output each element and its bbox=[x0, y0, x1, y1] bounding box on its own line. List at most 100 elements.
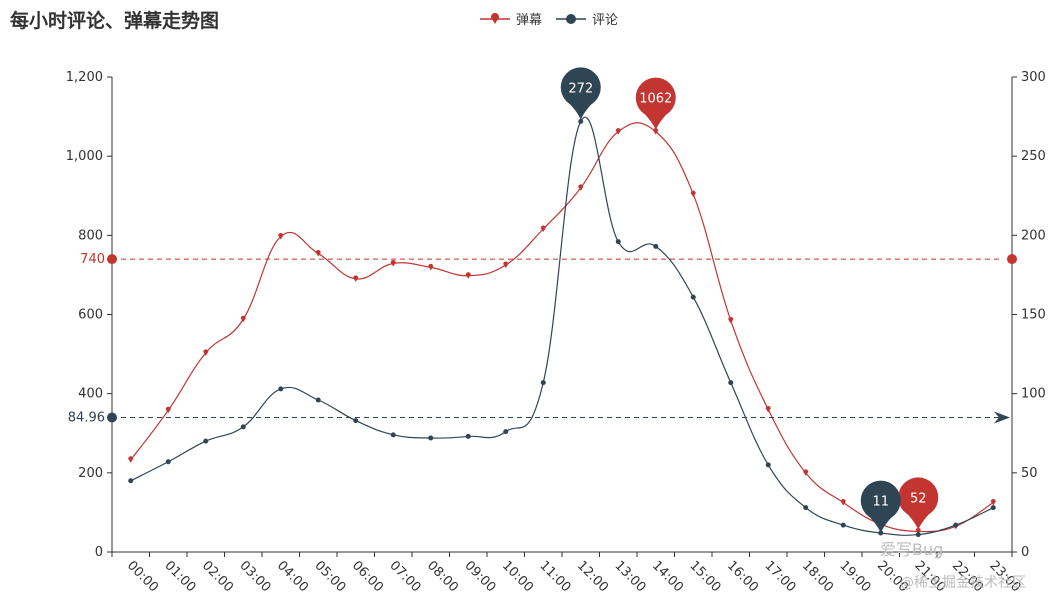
data-point-comment[interactable] bbox=[390, 432, 396, 438]
x-tick-label: 09:00 bbox=[461, 558, 498, 595]
data-point-comment[interactable] bbox=[353, 418, 359, 424]
data-point-danmu[interactable] bbox=[240, 315, 246, 323]
data-point-comment[interactable] bbox=[465, 433, 471, 439]
x-tick-label: 07:00 bbox=[386, 558, 423, 595]
x-tick-label: 02:00 bbox=[199, 558, 236, 595]
data-point-comment[interactable] bbox=[540, 380, 546, 386]
y-right-tick-label: 200 bbox=[1021, 228, 1046, 243]
watermark-text: 爱写Bug bbox=[880, 540, 944, 559]
y-left-tick-label: 800 bbox=[78, 228, 103, 243]
x-tick-label: 10:00 bbox=[499, 558, 536, 595]
data-point-danmu[interactable] bbox=[128, 456, 134, 463]
x-tick-label: 13:00 bbox=[611, 558, 648, 595]
data-point-danmu[interactable] bbox=[353, 275, 359, 282]
max-marker-danmu-label: 1062 bbox=[639, 92, 672, 107]
data-point-comment[interactable] bbox=[128, 478, 134, 484]
data-point-comment[interactable] bbox=[803, 505, 809, 511]
x-tick-label: 19:00 bbox=[836, 558, 873, 595]
watermark-source: @稀土掘金技术社区 bbox=[900, 575, 1026, 591]
legend-item-comment[interactable]: 评论 bbox=[556, 9, 618, 28]
x-tick-label: 03:00 bbox=[236, 558, 273, 595]
data-point-danmu[interactable] bbox=[278, 233, 284, 240]
x-tick-label: 06:00 bbox=[349, 558, 386, 595]
x-tick-label: 16:00 bbox=[724, 558, 761, 595]
y-left-tick-label: 1,200 bbox=[66, 70, 103, 85]
data-point-comment[interactable] bbox=[165, 459, 171, 465]
x-tick-label: 18:00 bbox=[799, 558, 836, 595]
legend-swatch-danmu bbox=[480, 12, 510, 24]
legend-item-danmu[interactable]: 弹幕 bbox=[480, 9, 542, 28]
data-point-danmu[interactable] bbox=[728, 316, 734, 324]
data-point-comment[interactable] bbox=[278, 386, 284, 392]
data-point-comment[interactable] bbox=[503, 429, 509, 435]
x-tick-label: 01:00 bbox=[161, 558, 198, 595]
data-point-danmu[interactable] bbox=[390, 259, 396, 267]
max-marker-comment bbox=[560, 67, 601, 108]
x-tick-label: 11:00 bbox=[536, 558, 573, 595]
y-right-tick-label: 100 bbox=[1021, 387, 1046, 402]
data-point-danmu[interactable] bbox=[578, 184, 584, 191]
data-point-comment[interactable] bbox=[765, 462, 771, 468]
x-tick-label: 17:00 bbox=[761, 558, 798, 595]
data-point-comment[interactable] bbox=[615, 239, 621, 245]
data-point-danmu[interactable] bbox=[615, 128, 621, 135]
data-point-danmu[interactable] bbox=[428, 263, 434, 271]
max-marker-danmu bbox=[635, 77, 676, 118]
chart-title: 每小时评论、弹幕走势图 bbox=[10, 10, 220, 32]
y-left-tick-label: 200 bbox=[78, 466, 103, 481]
min-marker-danmu-label: 52 bbox=[910, 491, 927, 506]
data-point-comment[interactable] bbox=[240, 424, 246, 430]
data-point-danmu[interactable] bbox=[990, 499, 996, 506]
data-point-comment[interactable] bbox=[915, 532, 921, 538]
data-point-danmu[interactable] bbox=[465, 272, 471, 279]
avg-line-label-comment: 84.96 bbox=[68, 410, 105, 425]
data-point-danmu[interactable] bbox=[540, 225, 546, 232]
data-point-comment[interactable] bbox=[428, 435, 434, 441]
min-marker-danmu bbox=[898, 477, 939, 518]
y-right-tick-label: 250 bbox=[1021, 149, 1046, 164]
data-point-comment[interactable] bbox=[653, 243, 659, 249]
data-point-comment[interactable] bbox=[953, 522, 959, 528]
data-point-danmu[interactable] bbox=[803, 469, 809, 476]
data-point-comment[interactable] bbox=[315, 397, 321, 403]
y-right-tick-label: 50 bbox=[1021, 466, 1038, 481]
data-point-danmu[interactable] bbox=[840, 499, 846, 506]
legend-label-danmu: 弹幕 bbox=[516, 13, 543, 28]
avg-line-start-comment bbox=[107, 412, 117, 423]
y-right-tick-label: 300 bbox=[1021, 70, 1046, 85]
avg-line-label-danmu: 740 bbox=[80, 252, 105, 267]
data-point-danmu[interactable] bbox=[165, 406, 171, 414]
x-tick-label: 05:00 bbox=[311, 558, 348, 595]
data-point-comment[interactable] bbox=[203, 438, 209, 444]
data-point-danmu[interactable] bbox=[765, 406, 771, 413]
x-tick-label: 15:00 bbox=[686, 558, 723, 595]
legend-label-comment: 评论 bbox=[592, 13, 619, 28]
data-point-danmu[interactable] bbox=[690, 190, 696, 198]
data-point-danmu[interactable] bbox=[315, 250, 321, 257]
x-tick-label: 08:00 bbox=[424, 558, 461, 595]
x-tick-label: 00:00 bbox=[124, 558, 161, 595]
x-tick-label: 04:00 bbox=[274, 558, 311, 595]
y-right-tick-label: 150 bbox=[1021, 308, 1046, 323]
x-tick-label: 14:00 bbox=[649, 558, 686, 595]
y-left-tick-label: 400 bbox=[78, 387, 103, 402]
series-line-comment bbox=[130, 116, 994, 536]
data-point-danmu[interactable] bbox=[203, 349, 209, 356]
max-marker-comment-label: 272 bbox=[568, 81, 593, 96]
data-point-comment[interactable] bbox=[990, 505, 996, 511]
data-point-comment[interactable] bbox=[728, 380, 734, 386]
data-point-comment[interactable] bbox=[690, 294, 696, 300]
y-left-tick-label: 1,000 bbox=[66, 149, 103, 164]
min-marker-comment bbox=[860, 480, 901, 521]
y-left-tick-label: 600 bbox=[78, 308, 103, 323]
avg-line-end-danmu bbox=[1007, 254, 1017, 265]
data-point-danmu[interactable] bbox=[503, 261, 509, 269]
avg-line-arrow-comment bbox=[994, 411, 1010, 424]
legend: 弹幕 评论 bbox=[480, 9, 618, 28]
avg-line-start-danmu bbox=[107, 254, 117, 265]
x-tick-label: 12:00 bbox=[574, 558, 611, 595]
data-point-comment[interactable] bbox=[840, 522, 846, 528]
legend-swatch-comment bbox=[556, 13, 587, 24]
series-line-danmu bbox=[130, 122, 994, 533]
